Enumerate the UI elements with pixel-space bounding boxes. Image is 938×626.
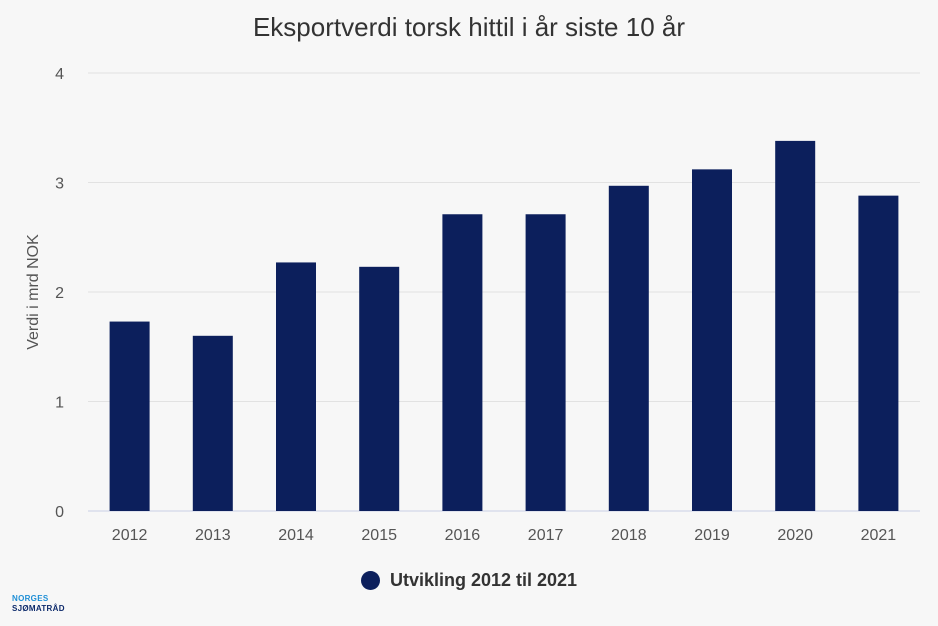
y-tick-label: 4 <box>55 66 64 83</box>
x-tick-label: 2019 <box>694 527 730 544</box>
x-tick-label: 2018 <box>611 527 647 544</box>
x-tick-label: 2012 <box>112 527 148 544</box>
bar-2013[interactable] <box>192 335 233 511</box>
legend-marker <box>360 571 380 590</box>
y-tick-label: 1 <box>55 395 64 412</box>
bar-2014[interactable] <box>276 262 316 511</box>
x-tick-label: 2020 <box>777 527 813 544</box>
norges-sjomatrad-logo: NORGES SJØMATRÅD <box>12 594 65 614</box>
y-tick-label: 0 <box>55 504 64 521</box>
y-tick-label: 3 <box>55 176 64 193</box>
y-axis-label: Verdi i mrd NOK <box>25 234 42 350</box>
x-tick-label: 2017 <box>528 527 564 544</box>
bar-2019[interactable] <box>692 169 732 512</box>
legend-label: Utvikling 2012 til 2021 <box>389 570 578 590</box>
x-tick-label: 2021 <box>861 527 897 544</box>
bar-2018[interactable] <box>608 185 649 511</box>
x-tick-label: 2014 <box>278 527 314 544</box>
bar-2016[interactable] <box>442 214 483 511</box>
legend[interactable]: Utvikling 2012 til 2021 <box>0 570 938 591</box>
bar-2012[interactable] <box>109 321 150 511</box>
logo-line1: NORGES <box>12 594 49 603</box>
x-tick-label: 2016 <box>445 527 481 544</box>
bar-2021[interactable] <box>858 195 899 511</box>
logo-line2: SJØMATRÅD <box>12 604 65 613</box>
x-tick-label: 2015 <box>361 527 397 544</box>
x-tick-label: 2013 <box>195 527 231 544</box>
bar-2020[interactable] <box>775 140 816 511</box>
bar-2015[interactable] <box>359 266 400 511</box>
bar-2017[interactable] <box>525 214 566 511</box>
y-tick-label: 2 <box>55 285 64 302</box>
chart-title: Eksportverdi torsk hittil i år siste 10 … <box>252 12 686 42</box>
